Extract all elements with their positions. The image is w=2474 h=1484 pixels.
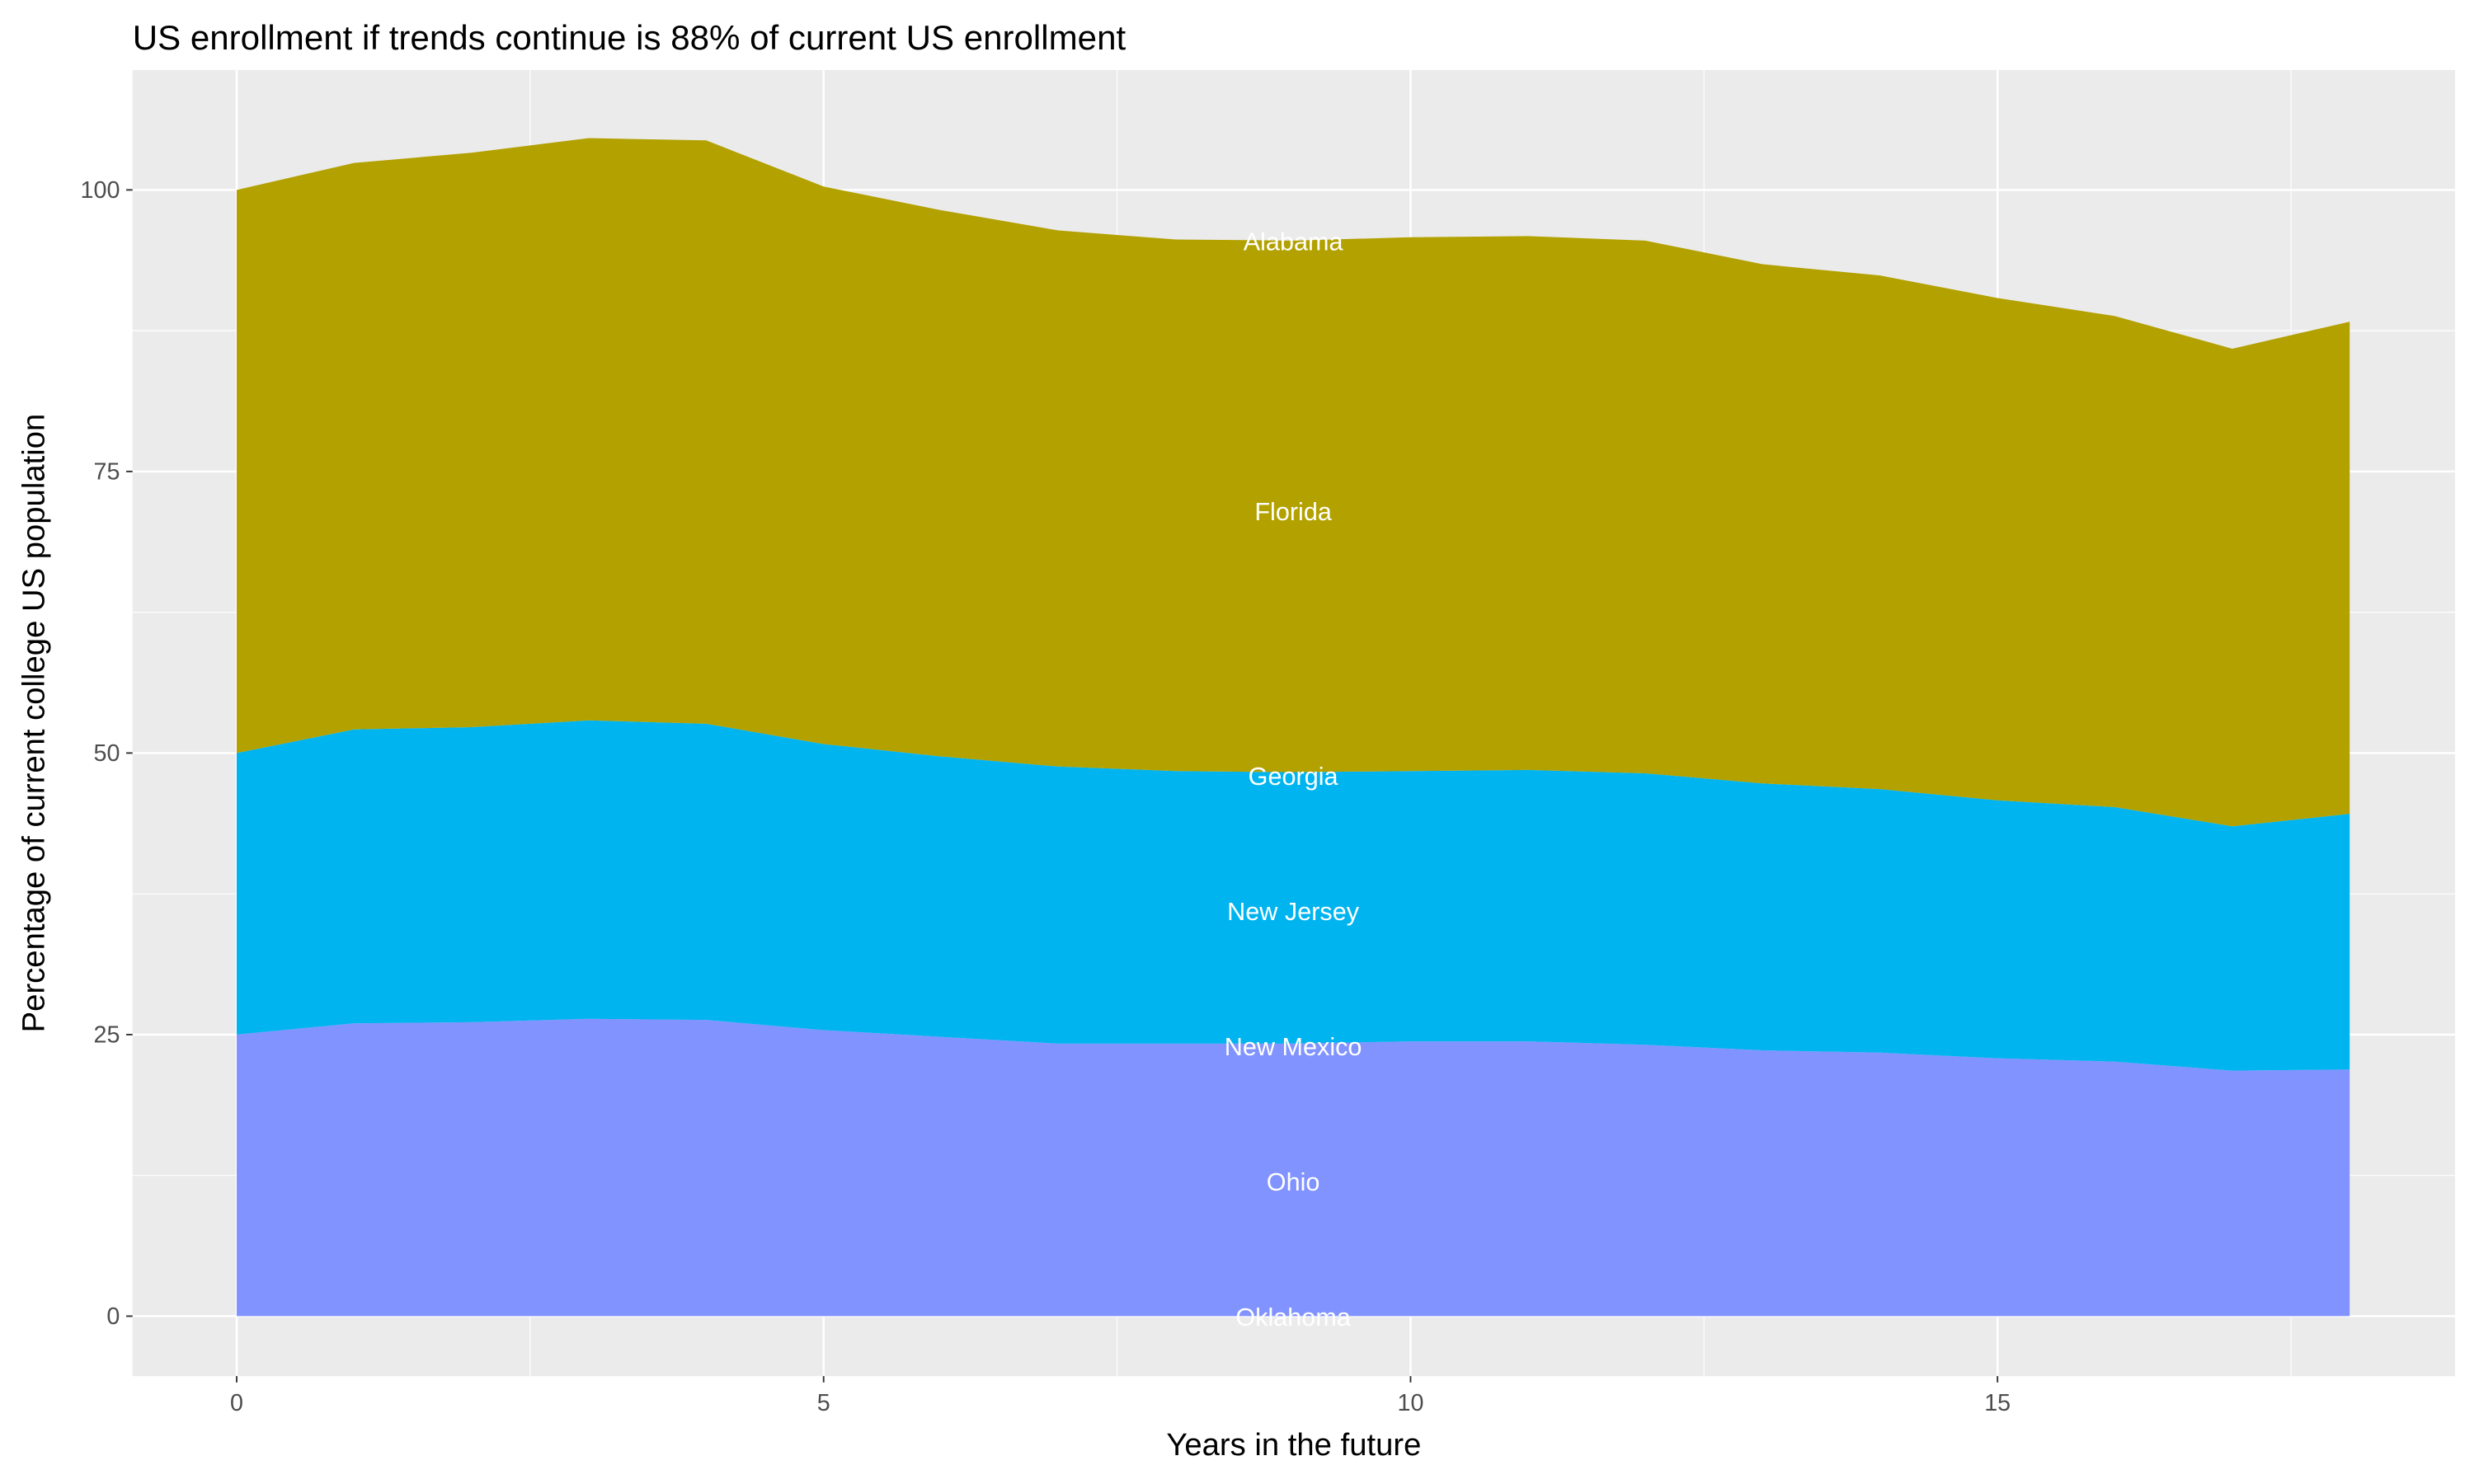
axes: 0 5 10 15 0 25 50 75 100 (81, 177, 2011, 1416)
area-series-1 (236, 720, 2350, 1071)
y-tick-label: 0 (106, 1303, 120, 1330)
x-tick-label: 0 (230, 1390, 243, 1416)
area-series-0 (236, 1018, 2350, 1317)
area-label: New Mexico (1225, 1033, 1362, 1061)
areas (236, 138, 2350, 1317)
y-axis-label: Percentage of current college US populat… (16, 414, 52, 1033)
area-label: Georgia (1249, 763, 1339, 791)
area-label: Oklahoma (1235, 1303, 1351, 1331)
area-label: Florida (1254, 498, 1333, 526)
x-tick-label: 15 (1984, 1390, 2011, 1416)
y-tick-label: 75 (93, 458, 120, 485)
y-tick-label: 100 (81, 177, 120, 204)
y-tick-label: 25 (93, 1021, 120, 1048)
x-tick-label: 10 (1397, 1390, 1423, 1416)
x-axis-label: Years in the future (1166, 1427, 1421, 1463)
chart-title: US enrollment if trends continue is 88% … (133, 18, 1126, 57)
x-tick-label: 5 (817, 1390, 830, 1416)
area-series-2 (236, 138, 2350, 827)
y-tick-label: 50 (93, 740, 120, 767)
area-label: Ohio (1267, 1168, 1320, 1196)
area-label: Alabama (1244, 228, 1344, 256)
annotations: Alabama Florida Georgia New Jersey New Mexic… (1225, 228, 1362, 1331)
area-label: New Jersey (1227, 898, 1360, 926)
